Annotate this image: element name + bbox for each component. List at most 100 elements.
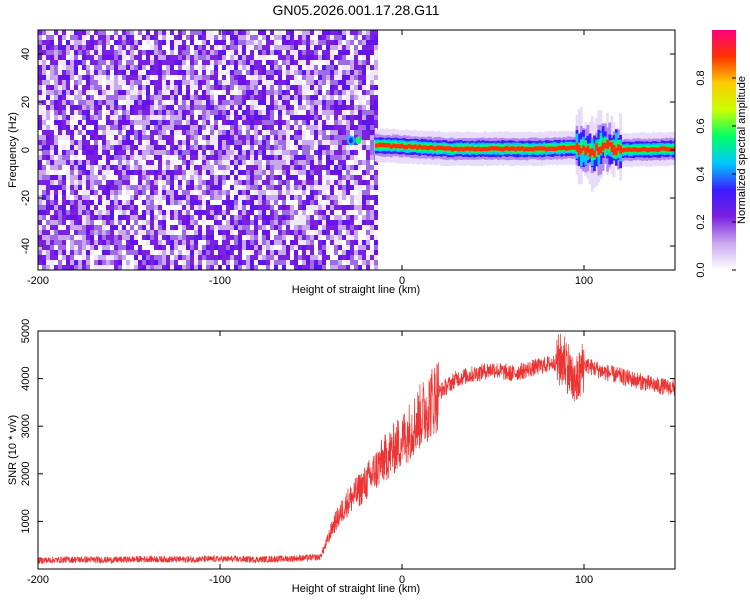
noise-cell — [246, 145, 250, 150]
noise-cell — [134, 130, 138, 135]
noise-cell — [230, 30, 234, 35]
noise-cell — [198, 255, 202, 260]
noise-cell — [286, 145, 290, 150]
noise-cell — [226, 225, 230, 230]
noise-cell — [254, 220, 258, 225]
noise-cell — [158, 265, 162, 270]
noise-cell — [270, 195, 274, 200]
noise-cell — [206, 75, 210, 80]
noise-cell — [126, 240, 130, 245]
noise-cell — [338, 245, 342, 250]
noise-cell — [114, 245, 118, 250]
noise-cell — [170, 125, 174, 130]
noise-cell — [274, 175, 278, 180]
noise-cell — [374, 170, 378, 175]
noise-cell — [238, 95, 242, 100]
noise-cell — [234, 220, 238, 225]
noise-cell — [346, 150, 350, 155]
noise-cell — [138, 115, 142, 120]
noise-cell — [270, 110, 274, 115]
noise-cell — [198, 195, 202, 200]
noise-cell — [166, 250, 170, 255]
noise-cell — [306, 190, 310, 195]
noise-cell — [98, 210, 102, 215]
noise-cell — [138, 140, 142, 145]
noise-cell — [62, 170, 66, 175]
noise-cell — [198, 185, 202, 190]
noise-cell — [126, 215, 130, 220]
noise-cell — [146, 145, 150, 150]
noise-cell — [82, 30, 86, 35]
noise-cell — [298, 230, 302, 235]
noise-cell — [258, 70, 262, 75]
noise-cell — [122, 140, 126, 145]
noise-cell — [214, 180, 218, 185]
noise-cell — [238, 180, 242, 185]
noise-cell — [38, 45, 42, 50]
noise-cell — [294, 235, 298, 240]
noise-cell — [146, 105, 150, 110]
noise-cell — [246, 185, 250, 190]
noise-cell — [186, 150, 190, 155]
noise-cell — [198, 215, 202, 220]
noise-cell — [318, 165, 322, 170]
noise-cell — [214, 35, 218, 40]
noise-cell — [126, 265, 130, 270]
noise-cell — [182, 175, 186, 180]
noise-cell — [258, 50, 262, 55]
noise-cell — [290, 250, 294, 255]
noise-cell — [226, 95, 230, 100]
noise-cell — [82, 105, 86, 110]
noise-cell — [206, 80, 210, 85]
noise-cell — [242, 190, 246, 195]
noise-cell — [270, 115, 274, 120]
noise-cell — [290, 120, 294, 125]
noise-cell — [174, 245, 178, 250]
noise-cell — [298, 190, 302, 195]
noise-cell — [282, 40, 286, 45]
noise-cell — [218, 180, 222, 185]
noise-cell — [298, 80, 302, 85]
noise-cell — [234, 95, 238, 100]
noise-cell — [114, 105, 118, 110]
noise-cell — [226, 115, 230, 120]
noise-cell — [334, 245, 338, 250]
noise-cell — [286, 185, 290, 190]
noise-cell — [370, 50, 374, 55]
noise-cell — [58, 105, 62, 110]
noise-cell — [110, 165, 114, 170]
noise-cell — [250, 125, 254, 130]
noise-cell — [74, 140, 78, 145]
noise-cell — [134, 250, 138, 255]
noise-cell — [278, 35, 282, 40]
noise-cell — [86, 185, 90, 190]
noise-cell — [342, 215, 346, 220]
noise-cell — [286, 265, 290, 270]
noise-cell — [354, 45, 358, 50]
ridge-cell — [617, 144, 620, 151]
noise-cell — [270, 135, 274, 140]
noise-cell — [162, 205, 166, 210]
noise-cell — [258, 40, 262, 45]
noise-cell — [74, 125, 78, 130]
noise-cell — [98, 150, 102, 155]
noise-cell — [186, 260, 190, 265]
noise-cell — [218, 215, 222, 220]
noise-cell — [74, 230, 78, 235]
noise-cell — [138, 60, 142, 65]
noise-cell — [374, 235, 378, 240]
noise-cell — [78, 190, 82, 195]
noise-cell — [54, 155, 58, 160]
noise-cell — [222, 105, 226, 110]
noise-cell — [66, 90, 70, 95]
noise-cell — [290, 85, 294, 90]
noise-cell — [54, 65, 58, 70]
noise-cell — [218, 105, 222, 110]
noise-cell — [342, 260, 346, 265]
noise-cell — [214, 105, 218, 110]
noise-cell — [246, 45, 250, 50]
noise-cell — [94, 100, 98, 105]
noise-cell — [350, 240, 354, 245]
noise-cell — [122, 240, 126, 245]
noise-cell — [110, 200, 114, 205]
